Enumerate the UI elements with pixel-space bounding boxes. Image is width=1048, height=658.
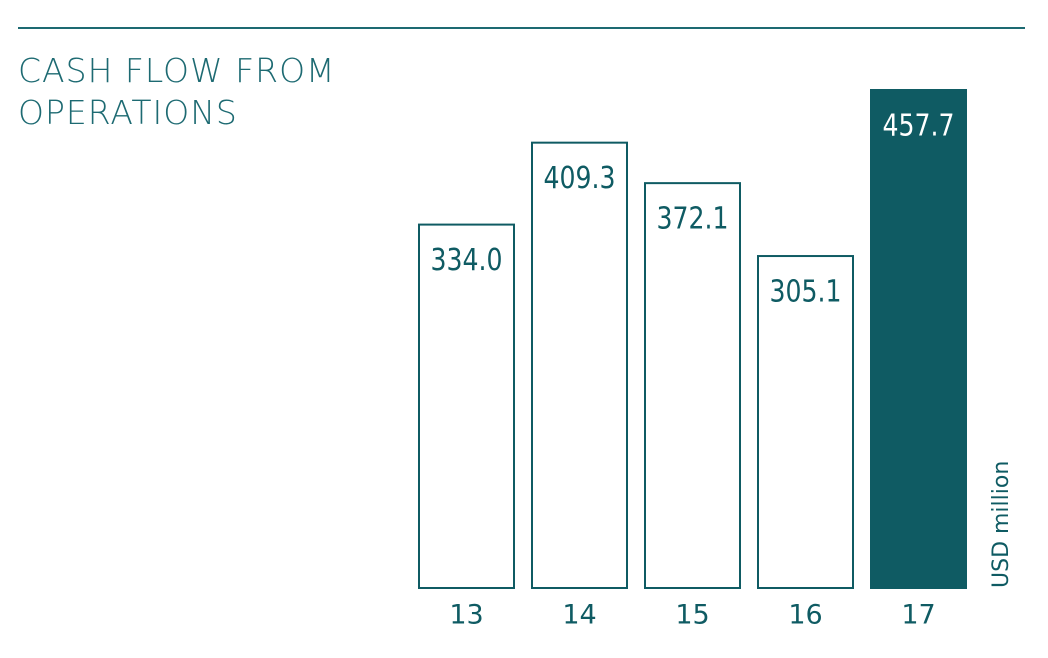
value-label: 334.0 [431, 243, 503, 278]
x-tick-label: 17 [901, 600, 935, 631]
bar [644, 182, 741, 589]
bar [757, 255, 854, 589]
bar [418, 223, 515, 590]
unit-label: USD million [989, 461, 1014, 588]
value-label: 457.7 [883, 109, 955, 144]
x-tick-label: 16 [788, 600, 822, 631]
value-label: 372.1 [657, 202, 729, 237]
bar [531, 141, 628, 590]
bar [870, 89, 967, 589]
x-tick-label: 14 [562, 600, 596, 631]
value-label: 305.1 [770, 275, 842, 310]
chart-title: CASH FLOW FROM OPERATIONS [18, 51, 336, 132]
x-tick-label: 13 [449, 600, 483, 631]
x-tick-label: 15 [675, 600, 709, 631]
value-label: 409.3 [544, 161, 616, 196]
